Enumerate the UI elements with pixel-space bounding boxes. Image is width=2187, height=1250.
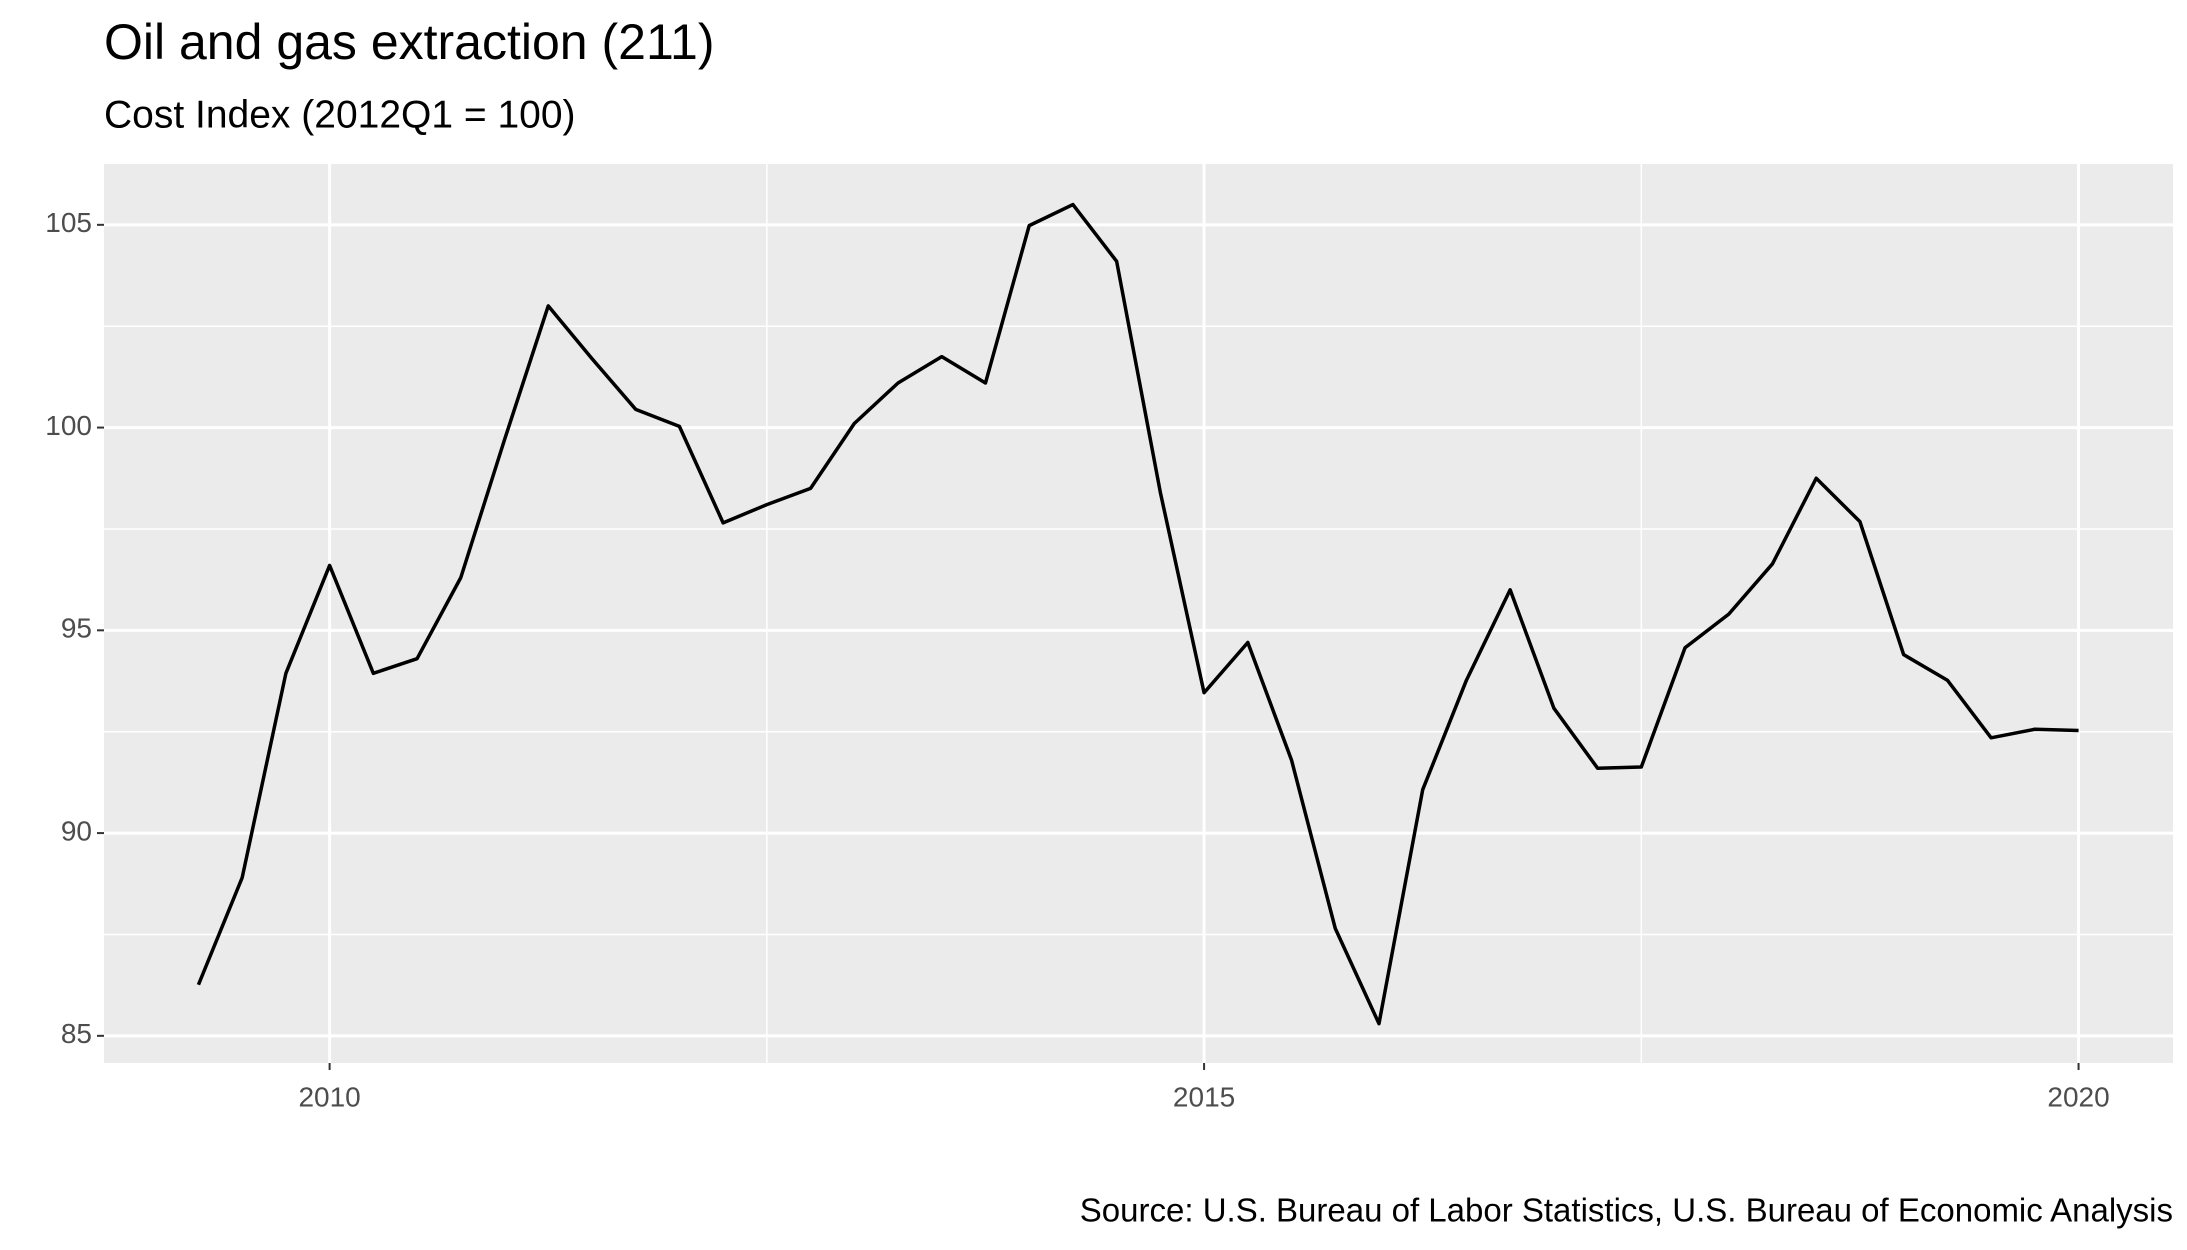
panel — [104, 164, 2173, 1063]
chart-title: Oil and gas extraction (211) — [104, 14, 715, 70]
y-tick-label: 90 — [61, 815, 92, 846]
x-tick-label: 2010 — [298, 1081, 360, 1112]
y-tick-label: 100 — [45, 410, 92, 441]
chart-subtitle: Cost Index (2012Q1 = 100) — [104, 93, 576, 136]
line — [196, 202, 2079, 1026]
caption: Source: U.S. Bureau of Labor Statistics,… — [1080, 1192, 2173, 1229]
x-tick-label: 2015 — [1173, 1081, 1235, 1112]
x-tick-label: 2020 — [2047, 1081, 2109, 1112]
y-tick-label: 95 — [61, 613, 92, 644]
y-tick-label: 105 — [45, 207, 92, 238]
y-tick-label: 85 — [61, 1018, 92, 1049]
